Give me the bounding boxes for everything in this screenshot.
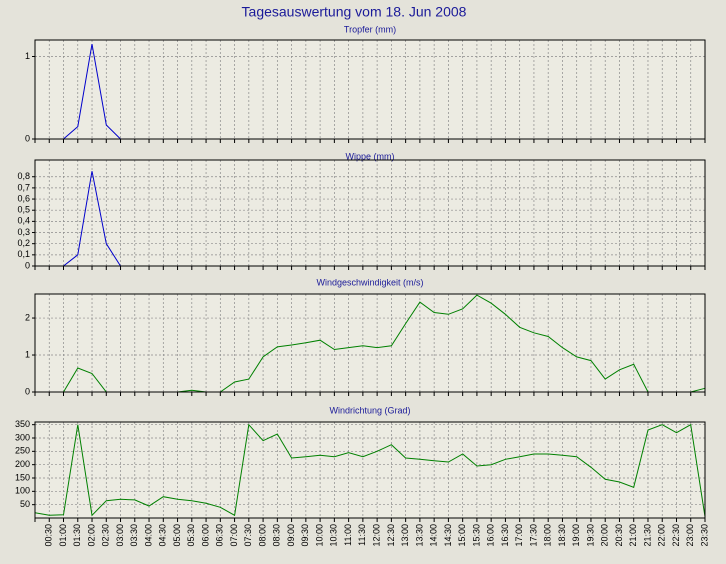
chart-title: Tagesauswertung vom 18. Jun 2008 — [242, 4, 467, 20]
x-tick-label: 05:00 — [172, 524, 182, 547]
y-tick-label: 0 — [25, 386, 30, 396]
x-tick-label: 23:30 — [699, 524, 709, 547]
x-tick-label: 06:00 — [200, 524, 210, 547]
x-tick-label: 12:00 — [372, 524, 382, 547]
x-tick-label: 22:30 — [671, 524, 681, 547]
data-line — [63, 171, 121, 267]
x-tick-label: 12:30 — [386, 524, 396, 547]
x-tick-label: 06:30 — [215, 524, 225, 547]
x-tick-label: 21:30 — [642, 524, 652, 547]
y-tick-label: 100 — [15, 486, 30, 496]
x-tick-label: 19:00 — [571, 524, 581, 547]
subplot-title: Windgeschwindigkeit (m/s) — [316, 277, 423, 287]
x-tick-label: 02:30 — [101, 524, 111, 547]
y-tick-label: 150 — [15, 472, 30, 482]
x-tick-label: 16:30 — [500, 524, 510, 547]
x-tick-label: 01:00 — [58, 524, 68, 547]
y-tick-label: 250 — [15, 446, 30, 456]
x-tick-label: 16:00 — [486, 524, 496, 547]
x-tick-label: 10:30 — [329, 524, 339, 547]
y-tick-label: 0,6 — [17, 193, 30, 203]
y-tick-label: 0 — [25, 133, 30, 143]
x-tick-label: 07:00 — [229, 524, 239, 547]
x-tick-label: 04:00 — [143, 524, 153, 547]
x-tick-label: 13:30 — [414, 524, 424, 547]
x-tick-label: 11:00 — [343, 524, 353, 546]
x-tick-label: 04:30 — [158, 524, 168, 547]
x-tick-label: 03:30 — [129, 524, 139, 547]
subplot-title: Windrichtung (Grad) — [329, 405, 410, 415]
x-tick-label: 17:30 — [528, 524, 538, 547]
x-tick-label: 18:00 — [543, 524, 553, 547]
x-tick-label: 03:00 — [115, 524, 125, 547]
x-tick-label: 17:00 — [514, 524, 524, 547]
y-tick-label: 2 — [25, 312, 30, 322]
plot-area — [35, 40, 705, 139]
plot-frame — [34, 159, 706, 267]
x-tick-label: 21:00 — [628, 524, 638, 547]
plot-area — [35, 294, 705, 392]
x-tick-label: 14:00 — [429, 524, 439, 547]
y-tick-label: 0,7 — [17, 182, 30, 192]
x-tick-label: 09:30 — [300, 524, 310, 547]
x-tick-label: 02:00 — [86, 524, 96, 547]
x-tick-label: 10:00 — [314, 524, 324, 547]
y-tick-label: 1 — [25, 51, 30, 61]
y-tick-label: 0,4 — [17, 216, 30, 226]
y-tick-label: 0 — [25, 260, 30, 270]
x-tick-label: 05:30 — [186, 524, 196, 547]
data-line — [63, 44, 121, 140]
x-tick-label: 18:30 — [557, 524, 567, 547]
x-tick-label: 14:30 — [443, 524, 453, 547]
plot-frame — [34, 293, 706, 393]
x-tick-label: 08:30 — [272, 524, 282, 547]
x-tick-label: 08:00 — [257, 524, 267, 547]
y-tick-label: 300 — [15, 432, 30, 442]
x-tick-label: 07:30 — [243, 524, 253, 547]
x-tick-label: 19:30 — [585, 524, 595, 547]
y-tick-label: 1 — [25, 349, 30, 359]
plot-area — [35, 160, 705, 266]
y-tick-label: 350 — [15, 419, 30, 429]
x-tick-label: 13:00 — [400, 524, 410, 547]
x-tick-label: 11:30 — [357, 524, 367, 546]
y-tick-label: 0,8 — [17, 171, 30, 181]
x-tick-label: 09:00 — [286, 524, 296, 547]
y-tick-label: 0,1 — [17, 249, 30, 259]
x-tick-label: 20:00 — [600, 524, 610, 547]
subplot-title: Wippe (mm) — [346, 151, 395, 161]
x-tick-label: 20:30 — [614, 524, 624, 547]
plot-area — [35, 422, 705, 518]
x-tick-label: 23:00 — [685, 524, 695, 547]
y-tick-label: 200 — [15, 459, 30, 469]
y-tick-label: 0,3 — [17, 227, 30, 237]
x-tick-label: 22:00 — [657, 524, 667, 547]
y-tick-label: 0,5 — [17, 205, 30, 215]
plot-frame — [34, 39, 706, 140]
data-line — [34, 423, 706, 517]
subplot-title: Tropfer (mm) — [344, 24, 396, 34]
plot-frame — [34, 421, 706, 519]
x-tick-label: 15:00 — [457, 524, 467, 547]
x-tick-label: 00:30 — [44, 524, 54, 547]
x-tick-label: 01:30 — [72, 524, 82, 547]
y-tick-label: 50 — [20, 499, 30, 509]
y-tick-label: 0,2 — [17, 238, 30, 248]
x-tick-label: 15:30 — [471, 524, 481, 547]
